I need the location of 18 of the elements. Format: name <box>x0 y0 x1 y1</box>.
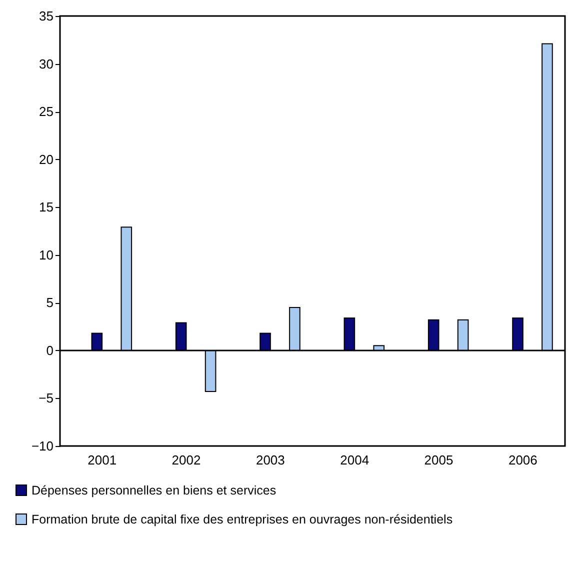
y-tick-label: 20 <box>39 152 54 167</box>
y-tick-label: 35 <box>39 8 54 24</box>
x-tick-label: 2002 <box>172 452 201 468</box>
x-tick-label: 2006 <box>508 452 538 468</box>
x-tick-label: 2003 <box>256 452 285 468</box>
y-tick-label: 25 <box>39 104 54 120</box>
legend-label: Dépenses personnelles en biens et services <box>32 483 276 498</box>
y-tick-label: 10 <box>39 247 54 262</box>
x-tick-label: 2005 <box>424 452 454 468</box>
x-tick-label: 2001 <box>88 452 117 468</box>
y-tick-label: −5 <box>38 390 54 406</box>
y-tick-label: −10 <box>31 438 54 454</box>
y-tick-label: 5 <box>46 295 54 310</box>
y-tick-label: 0 <box>46 342 54 358</box>
y-tick-label: 30 <box>39 56 54 72</box>
legend-label: Formation brute de capital fixe des entreprises en ouvrages non-résidentiels <box>32 512 453 526</box>
y-tick-label: 15 <box>39 200 54 215</box>
x-tick-label: 2004 <box>340 452 370 468</box>
